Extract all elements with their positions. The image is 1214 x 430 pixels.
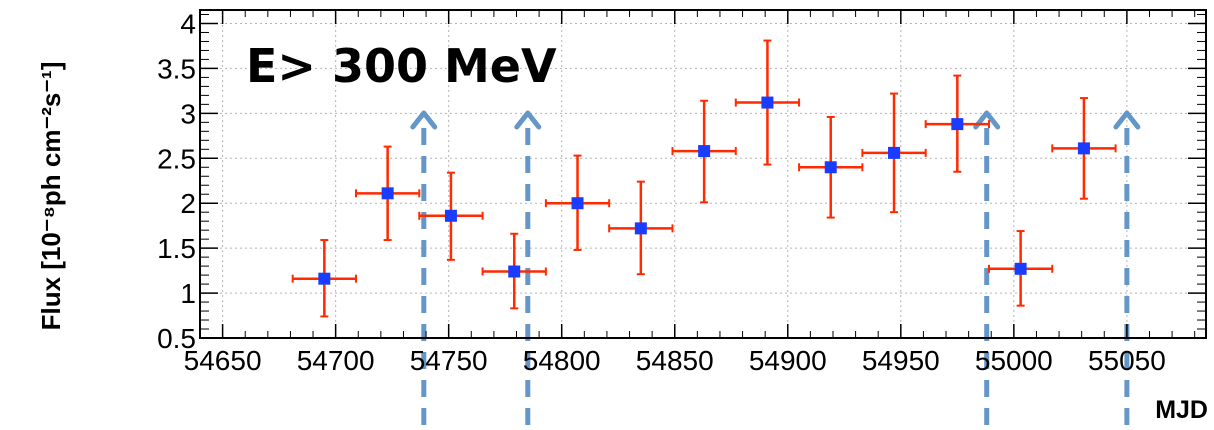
data-marker: [951, 118, 964, 131]
energy-threshold-annotation: E> 300 MeV: [246, 39, 557, 93]
data-marker: [824, 161, 837, 174]
x-tick-label: 55050: [1088, 345, 1166, 376]
y-axis-title: Flux [10⁻⁸ph cm⁻²s⁻¹]: [36, 62, 66, 331]
data-point: [1051, 97, 1117, 200]
x-axis-title: MJD: [1155, 396, 1208, 424]
y-tick-label: 2: [180, 188, 196, 219]
y-tick-label: 1.5: [157, 233, 196, 264]
data-point: [418, 171, 484, 261]
x-tick-label: 54850: [636, 345, 714, 376]
data-marker: [1014, 262, 1027, 275]
data-marker: [761, 96, 774, 109]
data-marker: [571, 197, 584, 210]
data-marker: [634, 222, 647, 235]
event-marker-arrowhead: [410, 110, 438, 130]
event-markers: [410, 110, 1141, 430]
tick-labels: 54650 54700 54750 54800 54850 54900 54950 55000…: [157, 8, 1166, 376]
data-point: [987, 230, 1054, 307]
y-tick-label: 2.5: [157, 143, 196, 174]
data-marker: [888, 146, 901, 159]
y-tick-label: 0.5: [157, 323, 196, 354]
plot-frame: [199, 9, 1207, 339]
y-tick-label: 3: [180, 98, 196, 129]
event-marker-arrow: [973, 110, 1001, 430]
event-marker-arrowhead: [973, 110, 1001, 130]
data-point: [544, 154, 611, 251]
data-marker: [444, 209, 457, 222]
x-tick-label: 55000: [975, 345, 1053, 376]
y-tick-label: 1: [180, 278, 196, 309]
x-tick-label: 54750: [410, 345, 488, 376]
data-marker: [381, 187, 394, 200]
event-marker-arrow: [514, 110, 542, 430]
data-marker: [698, 145, 711, 158]
data-marker: [318, 272, 331, 285]
data-point: [734, 39, 801, 166]
x-tick-label: 54650: [184, 345, 262, 376]
data-marker: [508, 265, 521, 278]
data-point: [291, 239, 357, 318]
x-tick-label: 54800: [523, 345, 601, 376]
event-marker-arrow: [410, 110, 438, 430]
data-marker: [1077, 142, 1090, 155]
data-point: [924, 74, 990, 173]
x-tick-label: 54950: [862, 345, 940, 376]
data-point: [798, 115, 864, 219]
data-point: [608, 180, 674, 276]
data-point: [671, 99, 737, 204]
axis-ticks: [199, 10, 1206, 339]
data-point: [481, 232, 547, 310]
y-tick-label: 3.5: [157, 53, 196, 84]
event-marker-arrowhead: [1113, 110, 1141, 130]
data-point: [861, 92, 927, 214]
data-point: [354, 145, 421, 242]
data-points: [291, 39, 1117, 318]
event-marker-arrowhead: [514, 110, 542, 130]
x-tick-label: 54900: [749, 345, 827, 376]
event-marker-arrow: [1113, 110, 1141, 430]
x-tick-label: 54700: [297, 345, 375, 376]
y-tick-label: 4: [180, 8, 196, 39]
